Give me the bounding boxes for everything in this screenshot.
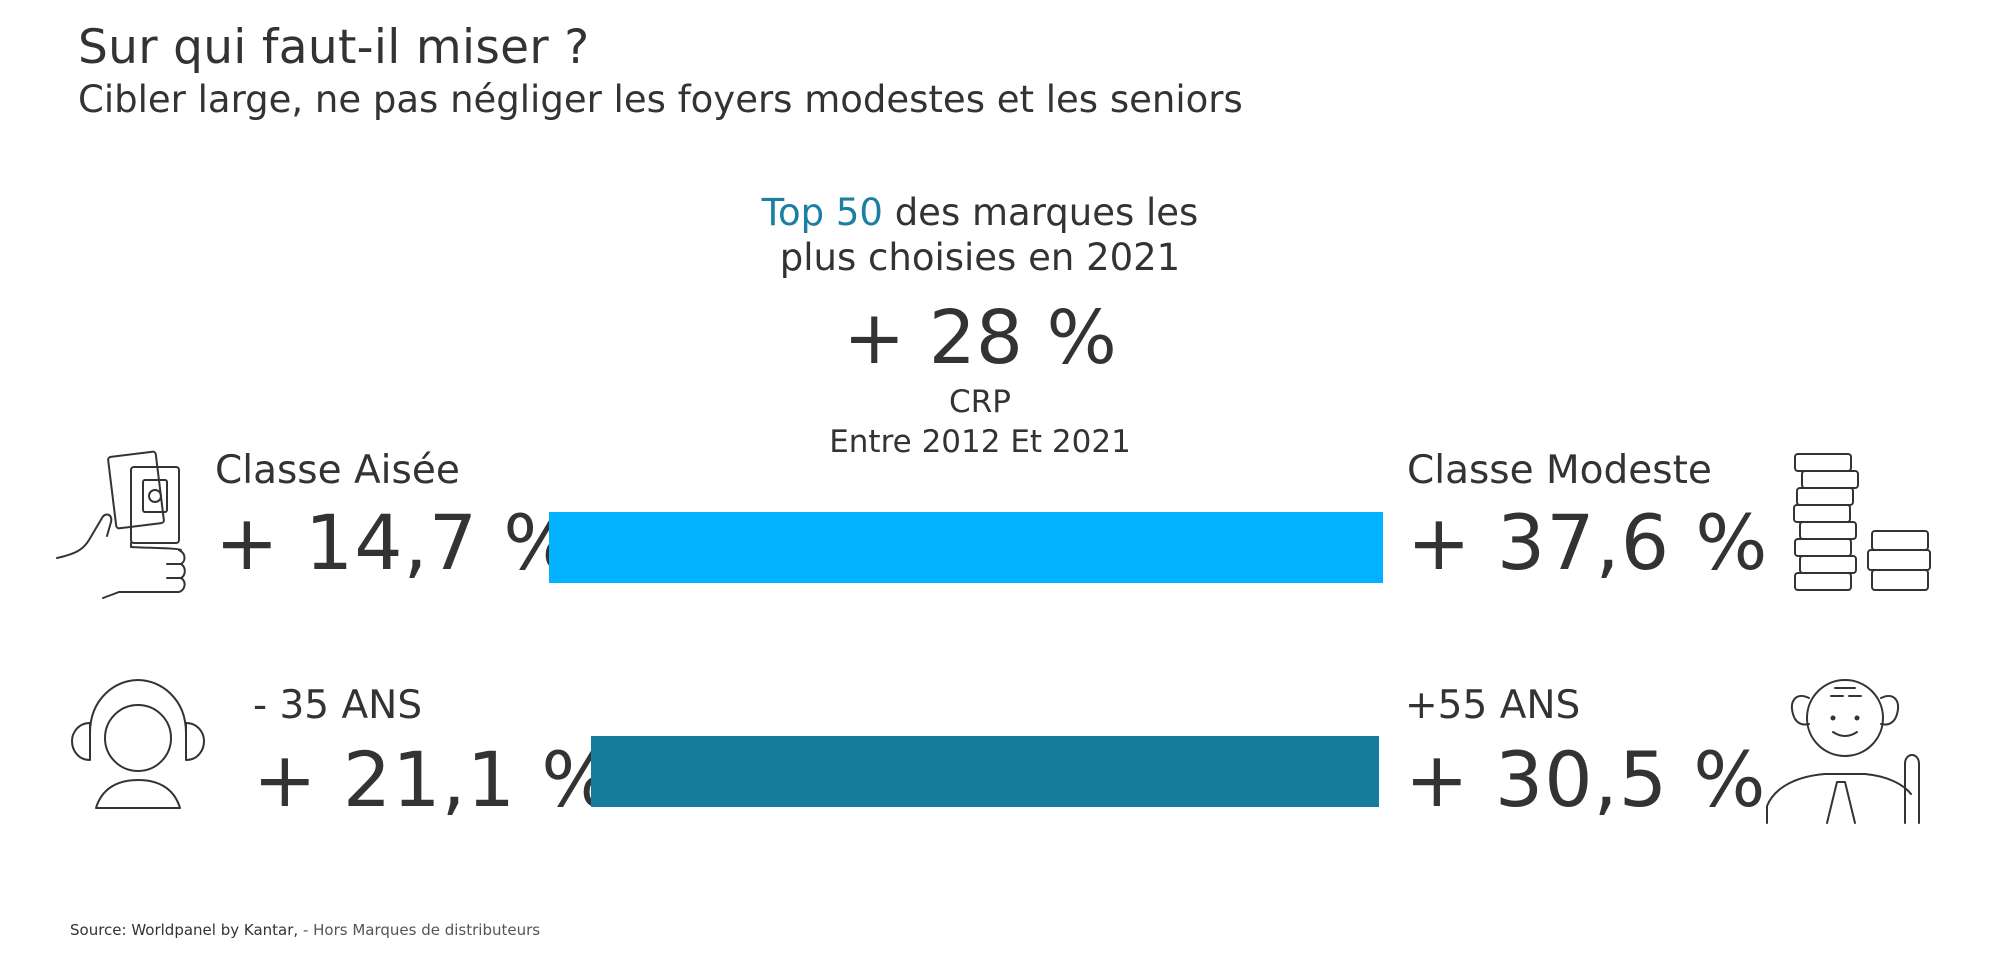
senior-with-cane-icon [1765, 668, 1925, 826]
page-title: Sur qui faut-il miser ? [78, 20, 590, 75]
young-person-headphones-icon [68, 678, 208, 813]
row1-right-label: Classe Modeste [1407, 448, 1712, 493]
row2-right-value: + 30,5 % [1405, 735, 1767, 824]
main-metric-period: Entre 2012 Et 2021 [829, 424, 1131, 460]
source-label: Source: Worldpanel by Kantar, [70, 921, 303, 939]
headline-line1: des marques les [882, 191, 1199, 234]
row2-bar [591, 736, 1379, 807]
row2-left-label: - 35 ANS [253, 683, 423, 728]
headline-line2: plus choisies en 2021 [779, 236, 1181, 279]
coin-stacks-icon [1790, 450, 1940, 600]
headline-accent: Top 50 [761, 191, 883, 234]
row1-bar [549, 512, 1383, 583]
headline: Top 50 des marques les plus choisies en … [680, 190, 1280, 280]
row2-left-value: + 21,1 % [253, 735, 615, 824]
hand-holding-phone-icon [55, 450, 190, 600]
page-subtitle: Cibler large, ne pas négliger les foyers… [78, 78, 1243, 121]
row1-left-value: + 14,7 % [215, 498, 577, 587]
row1-left-label: Classe Aisée [215, 448, 460, 493]
main-metric-value: + 28 % [843, 295, 1117, 381]
row1-right-value: + 37,6 % [1407, 498, 1769, 587]
source-note-detail: - Hors Marques de distributeurs [302, 921, 541, 939]
source-note: Source: Worldpanel by Kantar, - Hors Mar… [70, 921, 540, 939]
row2-right-label: +55 ANS [1405, 683, 1581, 728]
main-metric-label: CRP [949, 384, 1011, 420]
